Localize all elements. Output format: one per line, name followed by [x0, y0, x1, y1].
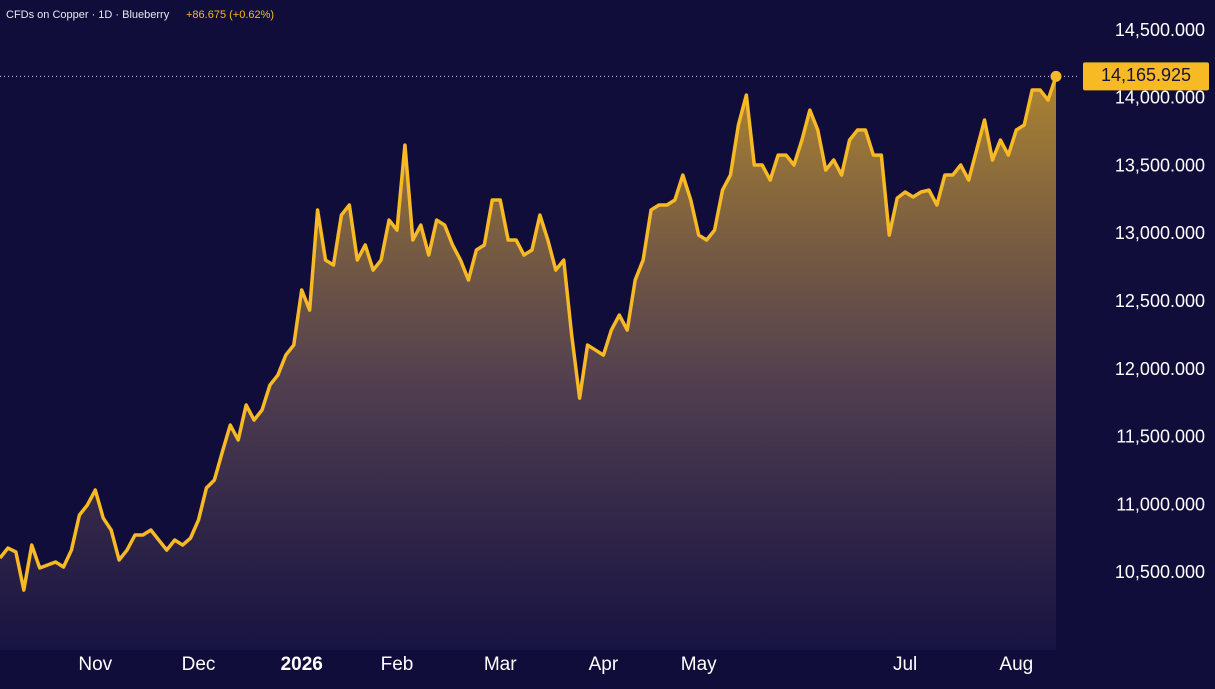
- area: [0, 76, 1056, 651]
- x-tick-label: Aug: [999, 654, 1033, 675]
- y-tick-label: 12,500.000: [1115, 291, 1205, 311]
- x-tick-label: 2026: [281, 654, 323, 675]
- last-price-box: [1083, 62, 1209, 91]
- x-tick-label: Nov: [78, 654, 112, 675]
- x-tick-label: Dec: [182, 654, 216, 675]
- y-tick-label: 14,500.000: [1115, 20, 1205, 40]
- x-tick-label: May: [681, 654, 717, 675]
- chart-title: CFDs on Copper · 1D · Blueberry: [6, 9, 170, 21]
- price-line: [0, 75, 1058, 592]
- y-tick-label: 10,500.000: [1115, 562, 1205, 582]
- x-tick-label: Feb: [381, 654, 414, 675]
- y-tick-label: 13,500.000: [1115, 155, 1205, 175]
- x-tick-label: Apr: [589, 654, 619, 675]
- x-tick-label: Jul: [893, 654, 917, 675]
- last-price-dot: [1050, 70, 1062, 82]
- y-tick-label: 12,000.000: [1115, 359, 1205, 379]
- price-change: +86.675 (+0.62%): [186, 9, 274, 21]
- y-tick-label: 14,000.000: [1115, 88, 1205, 108]
- last-price-label: 14,165.925: [1101, 65, 1191, 85]
- y-tick-label: 11,000.000: [1116, 494, 1205, 514]
- y-tick-label: 13,000.000: [1115, 223, 1205, 243]
- x-tick-label: Mar: [484, 654, 517, 675]
- y-tick-label: 11,500.000: [1116, 427, 1205, 447]
